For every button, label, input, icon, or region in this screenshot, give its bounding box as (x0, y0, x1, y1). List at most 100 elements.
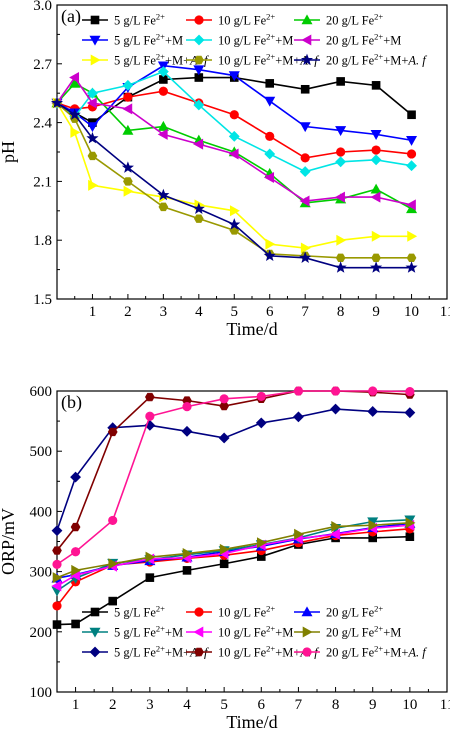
ph-data-point (299, 251, 312, 263)
orp-legend-marker (90, 607, 100, 617)
ph-data-point (157, 188, 170, 201)
orp-series-5-g-l-fe2-plus-plusm-plusa-f (51, 403, 416, 537)
ph-legend-label: 5 g/L Fe2+ (114, 12, 165, 28)
ph-legend-marker (90, 54, 101, 66)
ph-data-point (405, 261, 418, 273)
ph-data-point (157, 66, 169, 78)
orp-x-tick-label: 1 (72, 697, 80, 713)
orp-legend-marker (302, 626, 313, 638)
ph-data-point (228, 148, 239, 160)
orp-data-point (182, 548, 193, 560)
orp-data-point (70, 547, 81, 557)
orp-legend-item: 5 g/L Fe2++M+A. f (82, 644, 209, 660)
orp-y-tick-label: 100 (30, 685, 53, 701)
ph-data-point (406, 149, 417, 159)
ph-line-10-g-l-fe2-plus-plusm-plusa-f (56, 102, 412, 259)
orp-legend-label: 10 g/L Fe2++M (218, 624, 293, 640)
ph-legend-label: 20 g/L Fe2+ (326, 12, 383, 28)
orp-legend-item: 10 g/L Fe2++M (186, 624, 293, 640)
orp-line-10-g-l-fe2-plus-plusm-plusa-f (56, 390, 410, 552)
ph-data-point (122, 124, 134, 135)
orp-series-5-g-l-fe2-plus-plusm (51, 515, 416, 597)
ph-x-tick-label: 10 (404, 304, 419, 320)
orp-legend-label: 5 g/L Fe2++M+A. f (114, 644, 209, 660)
ph-data-point (335, 156, 347, 168)
orp-data-point (405, 532, 415, 541)
orp-data-point (330, 403, 341, 415)
orp-data-point (181, 425, 193, 437)
orp-legend-label: 5 g/L Fe2+ (114, 604, 165, 620)
orp-axis-ticks: 1 2 3 4 5 6 7 8 9 10 11 100 200 300 400 500 600 (30, 384, 450, 713)
ph-y-tick-label: 2.1 (33, 174, 52, 190)
ph-data-point (123, 185, 134, 197)
ph-data-point (300, 153, 310, 163)
orp-x-tick-label: 6 (258, 697, 266, 713)
orp-legend-marker (301, 606, 313, 617)
ph-data-point (69, 77, 81, 88)
ph-series-20-g-l-fe2-plus-plusm-plusa-f (50, 96, 418, 273)
orp-legend-marker (194, 607, 204, 617)
ph-data-point (70, 126, 81, 138)
ph-data-point (370, 130, 382, 140)
orp-panel-label: (b) (61, 392, 82, 413)
ph-x-tick-label: 1 (89, 304, 97, 320)
ph-data-point (299, 166, 311, 178)
ph-data-point (299, 195, 310, 207)
orp-x-tick-label: 9 (369, 697, 377, 713)
ph-x-tick-label: 8 (337, 304, 345, 320)
ph-axis-ticks: 1 2 3 4 5 6 7 8 9 10 11 1.5 1.8 2.1 2.4 2.7 3.0 (33, 0, 450, 320)
ph-data-point (121, 161, 134, 173)
ph-data-point (265, 79, 275, 88)
ph-data-point (334, 261, 347, 273)
orp-data-point (255, 417, 267, 429)
ph-x-tick-label: 2 (124, 304, 132, 320)
orp-series-20-g-l-fe2-plus (51, 517, 416, 583)
ph-data-point (192, 202, 205, 214)
ph-data-point (86, 97, 97, 109)
ph-data-point (263, 249, 276, 262)
orp-x-tick-label: 10 (402, 697, 417, 713)
orp-legend-item: 10 g/L Fe2+ (186, 604, 275, 620)
orp-series-20-g-l-fe2-plus-plusm-plusa-f (52, 386, 415, 569)
ph-data-point (86, 122, 98, 133)
ph-legend-label: 20 g/L Fe2++M (326, 32, 401, 48)
orp-data-point (219, 543, 230, 555)
ph-data-point (335, 126, 347, 137)
orp-data-point (256, 537, 267, 549)
orp-series-lines (51, 386, 416, 629)
orp-data-point (70, 471, 81, 483)
ph-data-point (405, 199, 416, 211)
ph-legend-marker (301, 34, 312, 46)
ph-y-tick-label: 1.8 (33, 233, 52, 249)
ph-axis-label: pH (0, 141, 18, 163)
orp-legend-item: 20 g/L Fe2++M (294, 624, 401, 640)
ph-data-point (370, 261, 383, 273)
orp-data-point (293, 386, 304, 396)
orp-x-tick-label: 2 (109, 697, 117, 713)
ph-data-point (123, 92, 133, 102)
ph-data-point (193, 138, 204, 150)
orp-y-tick-label: 200 (30, 625, 53, 641)
ph-data-point (157, 120, 169, 131)
ph-legend-label: 5 g/L Fe2++M (114, 32, 183, 48)
ph-legend-item: 5 g/L Fe2++M (82, 32, 183, 48)
ph-x-tick-label: 3 (160, 304, 168, 320)
orp-data-point (52, 620, 62, 629)
orp-data-point (145, 573, 155, 582)
ph-legend-label: 10 g/L Fe2+ (218, 12, 275, 28)
ph-data-point (193, 214, 204, 223)
orp-data-point (52, 559, 62, 569)
orp-legend: 5 g/L Fe2+ 10 g/L Fe2+ 20 g/L Fe2+ 5 g/L Fe… (82, 604, 427, 660)
ph-data-point (87, 151, 98, 161)
ph-x-tick-label: 4 (195, 304, 203, 320)
ph-data-point (371, 253, 381, 263)
ph-data-point (371, 145, 381, 155)
ph-line-5-g-l-fe2-plus-plusm-plusa-f (56, 102, 412, 249)
ph-data-point (86, 131, 99, 144)
ph-data-point (69, 72, 80, 84)
orp-data-point (70, 522, 81, 532)
ph-series-20-g-l-fe2-plus (51, 77, 418, 214)
orp-x-tick-label: 11 (440, 697, 450, 713)
ph-series-lines (50, 61, 418, 273)
ph-data-point (370, 154, 382, 166)
